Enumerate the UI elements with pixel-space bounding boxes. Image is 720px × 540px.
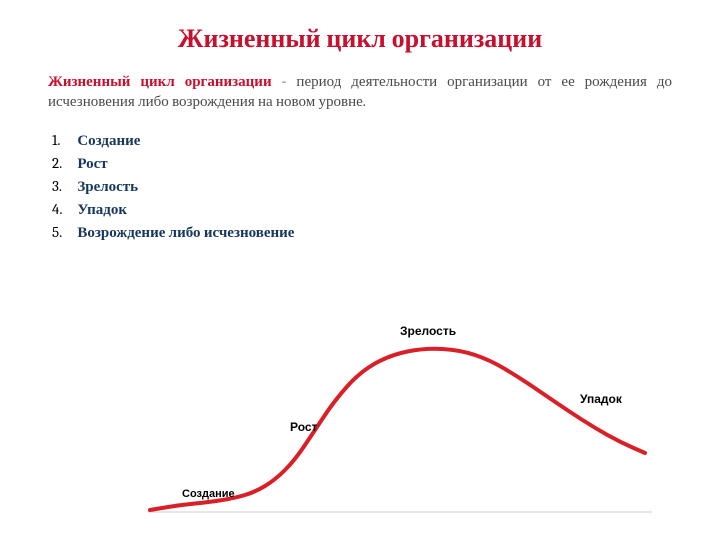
stage-item: 1. Создание (52, 131, 672, 150)
slide: Жизненный цикл организации Жизненный цик… (0, 0, 720, 540)
stage-label: Зрелость (77, 177, 138, 195)
stage-label: Возрождение либо исчезновение (77, 223, 294, 241)
stage-item: 5. Возрождение либо исчезновение (52, 223, 672, 242)
lifecycle-chart: СозданиеРостЗрелостьУпадок (140, 330, 660, 530)
chart-label: Упадок (580, 392, 622, 406)
stage-number: 3. (52, 177, 74, 195)
chart-label: Зрелость (400, 324, 456, 338)
stage-number: 5. (52, 223, 74, 241)
definition-paragraph: Жизненный цикл организации - период деят… (48, 72, 672, 111)
page-title: Жизненный цикл организации (48, 24, 672, 54)
stage-list: 1. Создание2. Рост3. Зрелость4. Упадок5.… (48, 131, 672, 242)
stage-number: 1. (52, 131, 74, 149)
stage-label: Создание (77, 131, 140, 149)
stage-number: 4. (52, 200, 74, 218)
stage-number: 2. (52, 154, 74, 172)
chart-label: Рост (290, 420, 317, 434)
chart-label: Создание (182, 488, 235, 500)
stage-item: 4. Упадок (52, 200, 672, 219)
stage-label: Рост (77, 154, 107, 172)
lifecycle-curve-path (150, 349, 645, 510)
stage-item: 2. Рост (52, 154, 672, 173)
definition-term: Жизненный цикл организации (48, 72, 272, 90)
stage-label: Упадок (77, 200, 127, 218)
stage-item: 3. Зрелость (52, 177, 672, 196)
lifecycle-curve (140, 330, 660, 530)
